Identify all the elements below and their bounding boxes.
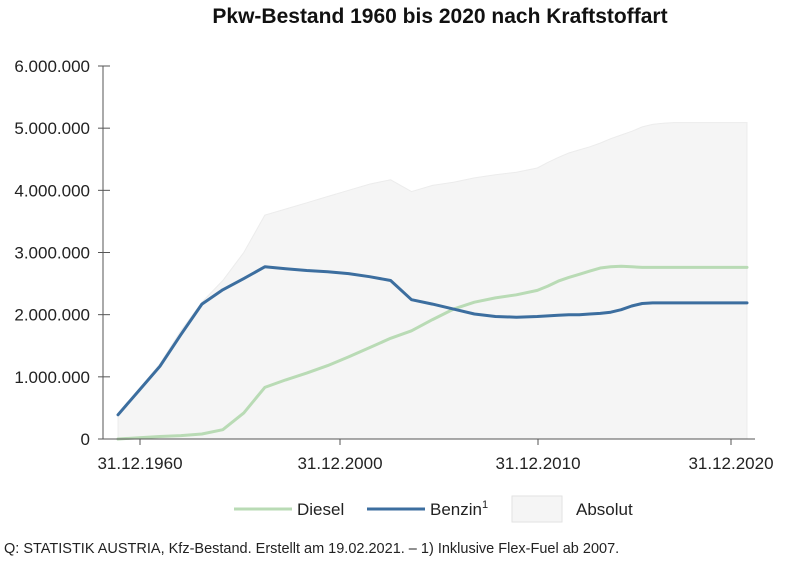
source-note: Q: STATISTIK AUSTRIA, Kfz-Bestand. Erste… — [4, 541, 620, 557]
legend-label-benzin: Benzin — [430, 500, 482, 519]
legend-label-benzin-wrapper: Benzin1 — [430, 499, 488, 519]
x-tick-label: 31.12.1960 — [97, 454, 182, 473]
y-tick-label: 0 — [81, 430, 90, 449]
y-tick-label: 3.000.000 — [14, 244, 90, 263]
legend-item-diesel[interactable]: Diesel — [234, 500, 344, 519]
y-tick-label: 1.000.000 — [14, 368, 90, 387]
absolut-area-layer — [117, 122, 748, 440]
legend-item-absolut[interactable]: Absolut — [511, 495, 633, 523]
chart-title: Pkw-Bestand 1960 bis 2020 nach Kraftstof… — [212, 5, 667, 28]
y-tick-layer: 0 1.000.000 2.000.000 3.000.000 4.000.000 5.0… — [14, 57, 110, 449]
x-axis: 31.12.1960 31.12.2000 31.12.2010 31.12.2020 — [97, 438, 774, 473]
y-tick-label: 2.000.000 — [14, 306, 90, 325]
legend-label-absolut: Absolut — [576, 500, 633, 519]
series-line-diesel — [116, 264, 749, 441]
x-tick-label: 31.12.2010 — [495, 454, 580, 473]
x-tick-label: 31.12.2000 — [297, 454, 382, 473]
x-tick-label: 31.12.2020 — [688, 454, 773, 473]
series-line-benzin — [116, 265, 749, 417]
legend: Diesel Benzin1 Absolut — [234, 495, 633, 523]
line-layer — [116, 264, 749, 441]
y-tick-label: 6.000.000 — [14, 57, 90, 76]
y-tick-label: 5.000.000 — [14, 119, 90, 138]
legend-footnote-mark: 1 — [482, 499, 488, 511]
legend-label-diesel: Diesel — [297, 500, 344, 519]
series-area-absolut — [117, 122, 748, 440]
legend-item-benzin[interactable]: Benzin1 — [367, 499, 488, 519]
y-tick-label: 4.000.000 — [14, 181, 90, 200]
legend-swatch-absolut — [511, 495, 563, 523]
